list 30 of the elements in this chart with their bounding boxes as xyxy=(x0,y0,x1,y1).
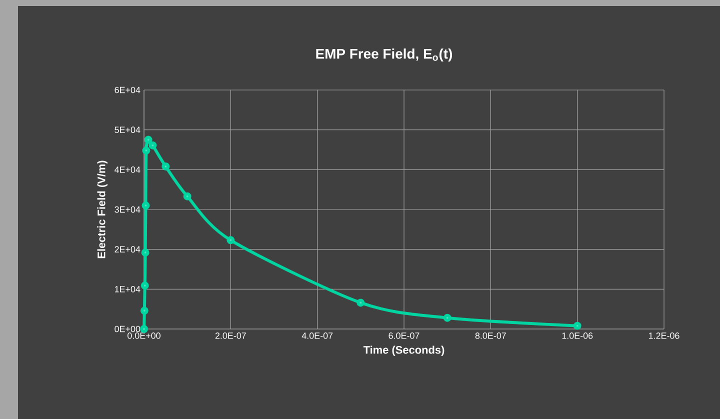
x-tick-label: 0.0E+00 xyxy=(128,332,160,339)
y-axis-title: Electric Field (V/m) xyxy=(97,160,108,258)
y-tick-label: 6E+04 xyxy=(114,86,140,94)
point xyxy=(140,306,148,315)
x-tick-label: 1.2E-06 xyxy=(648,332,680,339)
point xyxy=(148,141,157,150)
point xyxy=(162,162,170,170)
x-tick-label: 8.0E-07 xyxy=(475,332,506,339)
y-tick-label: 3E+04 xyxy=(114,206,140,213)
y-tick-label: 4E+04 xyxy=(114,166,140,173)
y-tick-label: 0E+00 xyxy=(114,326,140,332)
point xyxy=(140,282,149,290)
x-axis-title: Time (Seconds) xyxy=(363,346,444,356)
x-tick-label: 4.0E-07 xyxy=(302,332,333,339)
chart-title: EMP Free Field, E$_{o}$(t) xyxy=(316,48,452,62)
point xyxy=(144,136,152,144)
point xyxy=(142,202,150,210)
point xyxy=(183,192,192,200)
point xyxy=(226,236,235,244)
point xyxy=(141,248,150,257)
point xyxy=(443,314,452,322)
y-tick-label: 5E+04 xyxy=(114,126,140,134)
point xyxy=(356,298,365,307)
y-tick-label: 1E+04 xyxy=(114,286,140,292)
x-tick-label: 6.0E-07 xyxy=(388,332,420,339)
point xyxy=(142,146,150,155)
x-tick-label: 2.0E-07 xyxy=(215,332,246,339)
y-tick-label: 2E+04 xyxy=(114,246,140,253)
point xyxy=(573,322,582,330)
x-tick-label: 1.0E-06 xyxy=(562,332,593,339)
